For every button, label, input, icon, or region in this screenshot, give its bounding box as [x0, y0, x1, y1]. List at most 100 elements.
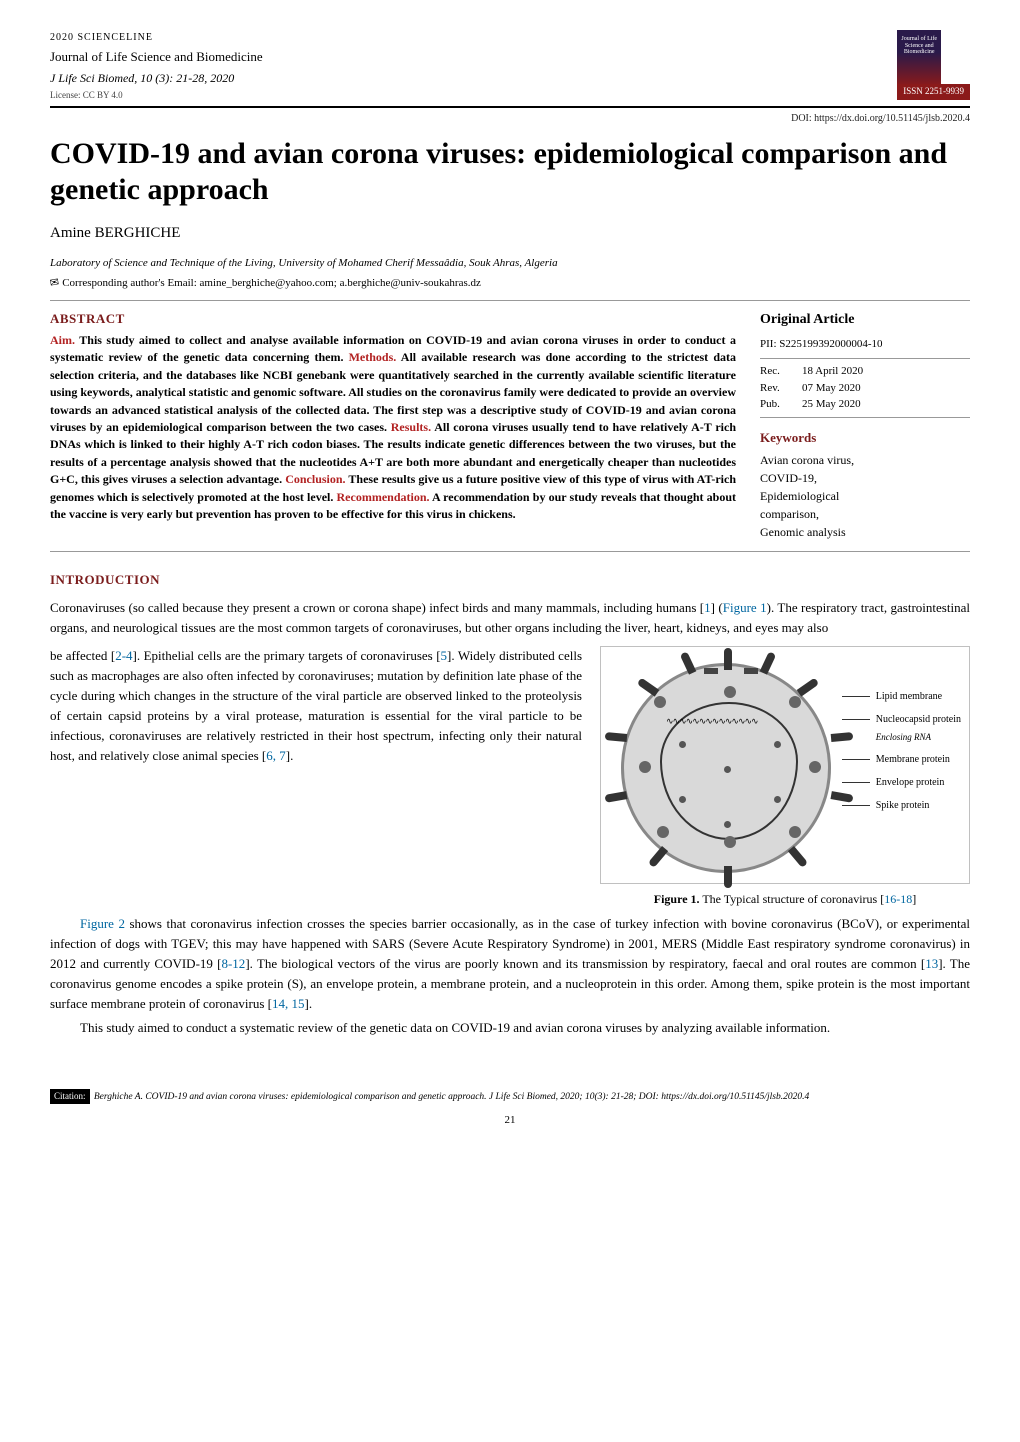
journal-header: 2020 SCIENCELINE Journal of Life Science… [50, 30, 970, 108]
leader-line-icon [842, 759, 870, 760]
para1-f: ]. [286, 748, 294, 763]
date-row-rev: Rev. 07 May 2020 [760, 380, 970, 397]
keywords-list: Avian corona virus, COVID-19, Epidemiolo… [760, 451, 970, 541]
figure1-caption-text: The Typical structure of coronavirus [ [700, 892, 885, 906]
abstract-heading: ABSTRACT [50, 309, 736, 329]
author-name: Amine BERGHICHE [50, 222, 970, 245]
leader-line-icon [842, 719, 870, 720]
envelope-icon: ✉ [49, 274, 61, 292]
journal-badge-icon: Journal of Life Science and Biomedicine [897, 30, 941, 86]
date-label-pub: Pub. [760, 396, 790, 413]
intro-para3: This study aimed to conduct a systematic… [50, 1018, 970, 1038]
ref-16-18: 16-18 [884, 892, 912, 906]
label-nucleocapsid-text: Nucleocapsid protein [876, 710, 961, 729]
recommendation-label: Recommendation. [337, 490, 430, 504]
figure1-caption-bold: Figure 1. [654, 892, 700, 906]
label-envelope-protein-text: Envelope protein [876, 773, 945, 792]
dot-icon [639, 761, 651, 773]
dot-small-icon [724, 821, 731, 828]
header-badge-wrap: Journal of Life Science and Biomedicine … [897, 30, 970, 100]
pii-line: PII: S225199392000004-10 [760, 336, 970, 353]
para1-b: ] ( [711, 600, 723, 615]
intro-para1-top: Coronaviruses (so called because they pr… [50, 598, 970, 638]
keyword-item: comparison, [760, 505, 970, 523]
year-publisher: 2020 SCIENCELINE [50, 30, 897, 45]
figure1-caption: Figure 1. The Typical structure of coron… [600, 890, 970, 908]
para1-cont2: ]. Epithelial cells are the primary targ… [133, 648, 441, 663]
aim-label: Aim. [50, 333, 75, 347]
leader-line-icon [842, 782, 870, 783]
corresponding-text: Corresponding author's Email: amine_berg… [62, 277, 481, 289]
ref-8-12: 8-12 [221, 956, 245, 971]
conclusion-label: Conclusion. [285, 472, 345, 486]
ref-6-7: 6, 7 [266, 748, 286, 763]
label-spike-text: Spike protein [876, 796, 930, 815]
figure1-link: Figure 1 [723, 600, 767, 615]
citation-text: Berghiche A. COVID-19 and avian corona v… [92, 1092, 810, 1102]
label-nucleocapsid: Nucleocapsid protein [842, 710, 961, 729]
para1-cont3: ]. Widely distributed cells such as macr… [50, 648, 582, 764]
article-type-heading: Original Article [760, 309, 970, 330]
footer-citation: Citation: Berghiche A. COVID-19 and avia… [50, 1089, 970, 1105]
abstract-body: Aim. This study aimed to collect and ana… [50, 332, 736, 523]
badge-text: Journal of Life Science and Biomedicine [897, 36, 941, 56]
date-value-rev: 07 May 2020 [802, 380, 861, 397]
keyword-item: Genomic analysis [760, 523, 970, 541]
intro-para2: Figure 2 shows that coronavirus infectio… [50, 914, 970, 1015]
dot-icon [724, 686, 736, 698]
keyword-item: Epidemiological [760, 487, 970, 505]
article-title: COVID-19 and avian corona viruses: epide… [50, 136, 970, 208]
sidebar-col: Original Article PII: S225199392000004-1… [760, 309, 970, 542]
doi-line: DOI: https://dx.doi.org/10.51145/jlsb.20… [50, 111, 970, 126]
dot-small-icon [679, 741, 686, 748]
header-left: 2020 SCIENCELINE Journal of Life Science… [50, 30, 897, 102]
corresponding-author: ✉Corresponding author's Email: amine_ber… [50, 275, 970, 292]
dot-icon [654, 696, 666, 708]
figure1-caption-end: ] [912, 892, 916, 906]
para2-b: ]. The biological vectors of the virus a… [245, 956, 925, 971]
para1-a: Coronaviruses (so called because they pr… [50, 600, 704, 615]
date-row-pub: Pub. 25 May 2020 [760, 396, 970, 413]
date-label-rev: Rev. [760, 380, 790, 397]
dot-icon [789, 696, 801, 708]
dot-small-icon [774, 741, 781, 748]
issn-bar: ISSN 2251-9939 [897, 84, 970, 100]
text-figure-columns: be affected [2-4]. Epithelial cells are … [50, 646, 970, 908]
journal-name: Journal of Life Science and Biomedicine [50, 47, 897, 67]
label-enclosing-rna: Enclosing RNA [876, 729, 961, 746]
ref-2-4: 2-4 [115, 648, 132, 663]
figure1-labels: Lipid membrane Nucleocapsid protein Encl… [842, 687, 961, 819]
ref-13: 13 [925, 956, 938, 971]
para2-d: ]. [305, 996, 313, 1011]
virion-diagram: ∿∿∿∿∿∿∿∿∿∿∿∿∿∿ [621, 663, 831, 873]
para1-cont1: be affected [ [50, 648, 115, 663]
dot-small-icon [679, 796, 686, 803]
keyword-item: Avian corona virus, [760, 451, 970, 469]
figure1-wrap: ∿∿∿∿∿∿∿∿∿∿∿∿∿∿ [600, 646, 970, 908]
dot-icon [724, 836, 736, 848]
date-row-rec: Rec. 18 April 2020 [760, 363, 970, 380]
leader-line-icon [842, 696, 870, 697]
ref-14-15: 14, 15 [272, 996, 305, 1011]
label-lipid-text: Lipid membrane [876, 687, 942, 706]
figure1-box: ∿∿∿∿∿∿∿∿∿∿∿∿∿∿ [600, 646, 970, 884]
introduction-heading: INTRODUCTION [50, 570, 970, 590]
membrane-dots [624, 666, 828, 870]
date-value-pub: 25 May 2020 [802, 396, 861, 413]
dot-small-icon [774, 796, 781, 803]
date-label-rec: Rec. [760, 363, 790, 380]
citation-label: Citation: [50, 1089, 90, 1105]
keywords-heading: Keywords [760, 428, 970, 448]
date-value-rec: 18 April 2020 [802, 363, 863, 380]
intro-para1-left: be affected [2-4]. Epithelial cells are … [50, 646, 582, 767]
figure2-link: Figure 2 [80, 916, 125, 931]
label-membrane-protein: Membrane protein [842, 750, 961, 769]
results-label: Results. [391, 420, 431, 434]
keyword-item: COVID-19, [760, 469, 970, 487]
dot-small-icon [724, 766, 731, 773]
abstract-col: ABSTRACT Aim. This study aimed to collec… [50, 309, 736, 542]
dates-box: Rec. 18 April 2020 Rev. 07 May 2020 Pub.… [760, 358, 970, 418]
dot-icon [657, 826, 669, 838]
dot-icon [789, 826, 801, 838]
affiliation: Laboratory of Science and Technique of t… [50, 255, 970, 272]
